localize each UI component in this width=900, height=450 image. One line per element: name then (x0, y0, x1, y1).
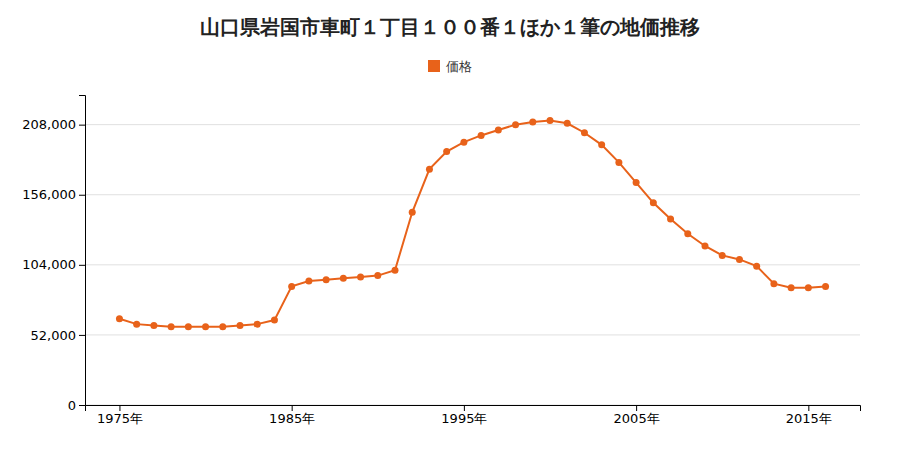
point (564, 120, 571, 127)
point (478, 132, 485, 139)
plot-area: 1975年 1985年 1995年 2005年 2015年 0 52,000 104,000 1… (22, 96, 860, 427)
x-tick-label: 2005年 (614, 411, 660, 426)
point (702, 242, 709, 249)
point (719, 252, 726, 259)
point (357, 273, 364, 280)
legend-swatch (428, 60, 440, 72)
y-tick-mark (79, 195, 85, 196)
point (805, 284, 812, 291)
point (736, 256, 743, 263)
point (547, 117, 554, 124)
point (633, 179, 640, 186)
x-tick: 2005年 (614, 405, 660, 426)
point (598, 141, 605, 148)
x-tick-mark (292, 405, 293, 411)
point (684, 230, 691, 237)
point (512, 121, 519, 128)
chart: 1975年 1985年 1995年 2005年 2015年 0 52,000 104,000 1… (0, 0, 900, 450)
point (460, 139, 467, 146)
x-tick: 1995年 (441, 405, 487, 426)
point (133, 321, 140, 328)
point (254, 321, 261, 328)
point (323, 276, 330, 283)
x-tick-mark (464, 405, 465, 411)
point (340, 275, 347, 282)
point (116, 315, 123, 322)
point (237, 322, 244, 329)
line (119, 121, 825, 327)
series-group (116, 117, 829, 330)
y-tick: 52,000 (31, 328, 86, 343)
x-tick-label: 1985年 (269, 411, 315, 426)
point (615, 159, 622, 166)
point (185, 323, 192, 330)
point (581, 129, 588, 136)
y-axis: 0 52,000 104,000 156,000 208,000 (22, 96, 85, 413)
y-tick-mark (79, 125, 85, 126)
x-tick: 1975年 (97, 405, 143, 426)
legend: 価格 (428, 59, 472, 74)
legend-label: 価格 (446, 59, 472, 74)
x-tick-mark (808, 405, 809, 411)
title: 山口県岩国市車町１丁目１００番１ほか１筆の地価推移 (200, 15, 700, 39)
point (271, 317, 278, 324)
x-tick-label: 2015年 (786, 411, 832, 426)
x-tick-mark (636, 405, 637, 411)
x-tick: 1985年 (269, 405, 315, 426)
point (822, 283, 829, 290)
y-tick-label: 104,000 (22, 257, 76, 272)
x-axis: 1975年 1985年 1995年 2005年 2015年 (86, 405, 861, 426)
x-tick: 2015年 (786, 405, 832, 426)
y-axis-line (79, 96, 86, 406)
y-tick-mark (79, 405, 85, 406)
point (426, 166, 433, 173)
x-tick-label: 1975年 (97, 411, 143, 426)
point (495, 127, 502, 134)
legend-item: 価格 (428, 59, 472, 74)
y-tick: 104,000 (22, 257, 85, 272)
y-tick: 156,000 (22, 187, 85, 202)
point (667, 216, 674, 223)
point (219, 323, 226, 330)
point (288, 283, 295, 290)
point (150, 322, 157, 329)
y-tick-label: 208,000 (22, 117, 76, 132)
y-tick-label: 0 (68, 398, 76, 413)
point (168, 323, 175, 330)
y-tick-label: 156,000 (22, 187, 76, 202)
point (650, 199, 657, 206)
y-tick: 208,000 (22, 117, 85, 132)
point (788, 284, 795, 291)
x-tick-label: 1995年 (441, 411, 487, 426)
y-tick-mark (79, 335, 85, 336)
grid-line (85, 264, 860, 265)
point (409, 209, 416, 216)
grid-line (85, 124, 860, 125)
y-tick-label: 52,000 (31, 328, 77, 343)
grid (85, 125, 860, 405)
point (202, 323, 209, 330)
grid-line (85, 194, 860, 195)
y-tick: 0 (68, 398, 85, 413)
point (753, 263, 760, 270)
point (529, 118, 536, 125)
y-tick-mark (79, 265, 85, 266)
x-tick-mark (119, 405, 120, 411)
x-axis-line (86, 406, 861, 412)
grid-line (85, 334, 860, 335)
point (770, 280, 777, 287)
point (374, 272, 381, 279)
point (443, 148, 450, 155)
point (392, 267, 399, 274)
point (305, 278, 312, 285)
